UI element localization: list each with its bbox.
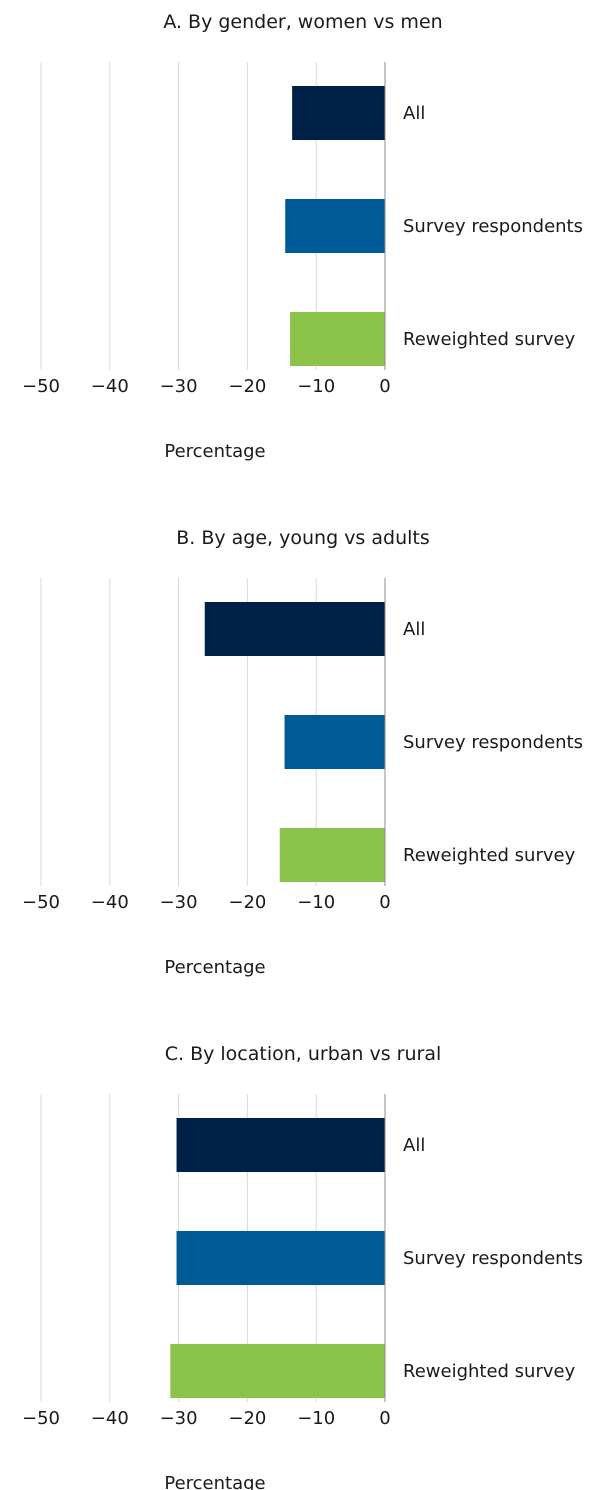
x-axis-title: Percentage xyxy=(164,441,265,462)
x-tick-label: −30 xyxy=(160,892,198,913)
category-label: Survey respondents xyxy=(403,216,583,237)
x-tick-label: −10 xyxy=(297,376,335,397)
x-tick-label: 0 xyxy=(379,892,390,913)
chart-panel-b: B. By age, young vs adults All Survey resp… xyxy=(22,527,583,978)
x-tick-label: −50 xyxy=(22,376,60,397)
x-tick-label: 0 xyxy=(379,1408,390,1429)
x-tick-label: −20 xyxy=(228,892,266,913)
bar-reweighted-survey xyxy=(279,828,385,882)
x-tick-label: −50 xyxy=(22,1408,60,1429)
x-tick-label: −10 xyxy=(297,1408,335,1429)
bar-reweighted-survey xyxy=(170,1344,385,1398)
category-label: Reweighted survey xyxy=(403,329,576,350)
x-tick-label: −30 xyxy=(160,376,198,397)
category-label: All xyxy=(403,1135,425,1156)
bar-all xyxy=(176,1118,385,1172)
x-tick-label: −40 xyxy=(91,376,129,397)
bar-survey-respondents xyxy=(285,199,385,253)
category-label: Survey respondents xyxy=(403,732,583,753)
x-tick-label: −50 xyxy=(22,892,60,913)
category-label: All xyxy=(403,619,425,640)
x-tick-label: −20 xyxy=(228,376,266,397)
x-tick-label: −30 xyxy=(160,1408,198,1429)
x-tick-label: −40 xyxy=(91,892,129,913)
x-tick-label: 0 xyxy=(379,376,390,397)
category-label: Survey respondents xyxy=(403,1248,583,1269)
bar-reweighted-survey xyxy=(290,312,385,366)
x-axis-title: Percentage xyxy=(164,1473,265,1490)
bar-survey-respondents xyxy=(284,715,385,769)
bar-all xyxy=(204,602,385,656)
bar-all xyxy=(292,86,385,140)
category-label: Reweighted survey xyxy=(403,845,576,866)
x-tick-label: −40 xyxy=(91,1408,129,1429)
x-tick-label: −10 xyxy=(297,892,335,913)
bar-survey-respondents xyxy=(176,1231,385,1285)
chart-title: C. By location, urban vs rural xyxy=(165,1043,442,1065)
category-label: All xyxy=(403,103,425,124)
chart-panel-a: A. By gender, women vs men All Survey resp… xyxy=(22,11,583,462)
x-axis-title: Percentage xyxy=(164,957,265,978)
chart-title: A. By gender, women vs men xyxy=(163,11,442,33)
category-label: Reweighted survey xyxy=(403,1361,576,1382)
chart-panel-c: C. By location, urban vs rural All Survey … xyxy=(22,1043,583,1490)
x-tick-label: −20 xyxy=(228,1408,266,1429)
chart-title: B. By age, young vs adults xyxy=(176,527,430,549)
